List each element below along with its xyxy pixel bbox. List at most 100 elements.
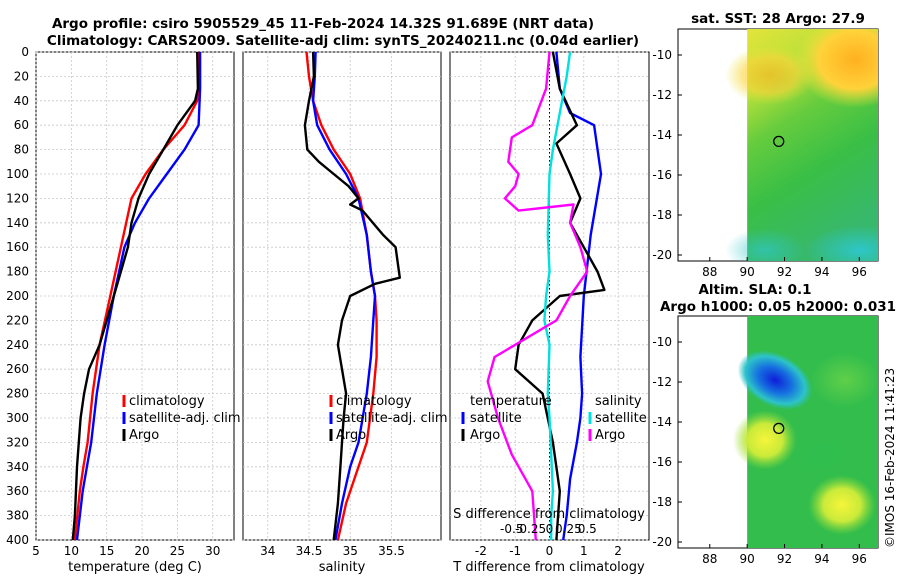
temperature-lines bbox=[71, 52, 202, 540]
y-tick-label: 260 bbox=[6, 362, 29, 376]
x-tick-label: 34.5 bbox=[296, 544, 323, 558]
salinity-xlabel: salinity bbox=[319, 560, 366, 575]
y-tick-label: 240 bbox=[6, 338, 29, 352]
difference-panel: -2 -1 0 1 2 -0.5-0.25 0 0.250.5 T difference fr… bbox=[449, 51, 650, 575]
legend-argo-label: Argo bbox=[336, 428, 366, 443]
salinity-panel: 34 34.5 35 35.5 salinity climatology satell… bbox=[242, 51, 448, 575]
legend-temp-argo-label: Argo bbox=[470, 428, 500, 443]
y-tick-label: 360 bbox=[6, 484, 29, 498]
legend-sal-satellite-label: satellite bbox=[595, 411, 647, 426]
x-tick-label: 35 bbox=[343, 544, 358, 558]
y-tick-label: 400 bbox=[6, 533, 29, 547]
sla-map-ticks: 88 90 92 94 96 -10 -12 -14 -16 -18 -20 bbox=[652, 335, 867, 566]
y-tick-label: 120 bbox=[6, 191, 29, 205]
difference-legend: temperature salinity satellite Argo sate… bbox=[461, 394, 647, 443]
x-tick-label: 10 bbox=[64, 544, 79, 558]
sla-high-patch bbox=[733, 410, 797, 470]
sst-warm-patch bbox=[795, 29, 878, 108]
top-x-tick-label: 0.25 bbox=[555, 522, 582, 536]
top-x-tick-label: -0.25 bbox=[515, 522, 546, 536]
y-tick-label: 60 bbox=[14, 118, 29, 132]
legend-satellite-label: satellite-adj. clim bbox=[336, 411, 448, 426]
difference-xlabel: T difference from climatology bbox=[452, 560, 645, 575]
map-x-tick-label: 88 bbox=[702, 552, 717, 566]
y-tick-label: 320 bbox=[6, 435, 29, 449]
x-tick-label: 25 bbox=[170, 544, 185, 558]
y-tick-label: 380 bbox=[6, 509, 29, 523]
map-y-tick-label: -12 bbox=[652, 375, 672, 389]
y-tick-label: 0 bbox=[21, 45, 29, 59]
temperature-panel: 0 20 40 60 80 100 120 140 160 180 200 220 240 260 280 3… bbox=[6, 45, 241, 575]
y-tick-label: 40 bbox=[14, 94, 29, 108]
sla-map-field bbox=[733, 316, 878, 548]
sla-green-patch bbox=[810, 352, 878, 408]
x-tick-label: 2 bbox=[614, 544, 622, 558]
sla-map-subtitle: Argo h1000: 0.05 h2000: 0.031 bbox=[660, 299, 896, 315]
x-tick-label: 20 bbox=[134, 544, 149, 558]
map-x-tick-label: 96 bbox=[852, 265, 867, 279]
sla-argo-marker bbox=[773, 422, 785, 435]
difference-lines bbox=[486, 52, 606, 540]
y-tick-label: 140 bbox=[6, 216, 29, 230]
map-y-tick-label: -10 bbox=[652, 48, 672, 62]
difference-grid bbox=[450, 51, 649, 541]
y-tick-label: 200 bbox=[6, 289, 29, 303]
map-y-tick-label: -20 bbox=[652, 248, 672, 262]
y-tick-label: 180 bbox=[6, 265, 29, 279]
map-x-tick-label: 96 bbox=[852, 552, 867, 566]
difference-ticks: -2 -1 0 1 2 -0.5-0.25 0 0.250.5 bbox=[475, 522, 622, 558]
x-tick-label: 1 bbox=[580, 544, 588, 558]
map-x-tick-label: 90 bbox=[740, 552, 755, 566]
x-tick-label: 15 bbox=[99, 544, 114, 558]
map-y-tick-label: -16 bbox=[652, 168, 672, 182]
sst-map-panel: sat. SST: 28 Argo: 27.9 88 90 92 94 96 -10 -12… bbox=[652, 11, 879, 279]
temperature-ticks: 0 20 40 60 80 100 120 140 160 180 200 220 240 260 280 3… bbox=[6, 45, 220, 558]
sla-green-patch-2 bbox=[790, 435, 850, 475]
series-line-salinity-satellite bbox=[543, 52, 572, 540]
legend-temp-satellite-label: satellite bbox=[470, 411, 522, 426]
series-line-argo bbox=[303, 52, 401, 540]
sst-cool-patch bbox=[805, 225, 878, 261]
x-tick-label: 30 bbox=[205, 544, 220, 558]
map-y-tick-label: -20 bbox=[652, 535, 672, 549]
map-x-tick-label: 90 bbox=[740, 265, 755, 279]
temperature-legend: climatology satellite-adj. clim Argo bbox=[122, 394, 241, 443]
map-y-tick-label: -14 bbox=[652, 415, 672, 429]
y-tick-label: 160 bbox=[6, 240, 29, 254]
sla-low-eddy bbox=[737, 350, 813, 410]
top-x-tick-label: -0.5 bbox=[500, 522, 523, 536]
top-x-tick-label: 0 bbox=[546, 522, 554, 536]
series-line-temperature-argo bbox=[514, 52, 606, 540]
legend-satellite-label: satellite-adj. clim bbox=[129, 411, 241, 426]
legend-salinity-title: salinity bbox=[595, 394, 642, 409]
y-tick-label: 300 bbox=[6, 411, 29, 425]
y-tick-label: 220 bbox=[6, 313, 29, 327]
salinity-legend: climatology satellite-adj. clim Argo bbox=[329, 394, 448, 443]
map-y-tick-label: -14 bbox=[652, 128, 672, 142]
sst-map-title: sat. SST: 28 Argo: 27.9 bbox=[691, 11, 865, 27]
x-tick-label: 35.5 bbox=[378, 544, 405, 558]
sst-argo-marker bbox=[773, 135, 785, 148]
temperature-grid bbox=[35, 51, 234, 541]
figure-title-line2: Climatology: CARS2009. Satellite-adj cli… bbox=[47, 33, 639, 49]
series-line-argo bbox=[71, 52, 200, 540]
y-tick-label: 340 bbox=[6, 460, 29, 474]
map-x-tick-label: 88 bbox=[702, 265, 717, 279]
legend-climatology-label: climatology bbox=[129, 394, 205, 409]
series-line-climatology bbox=[73, 52, 200, 540]
top-x-tick-label: 0.5 bbox=[578, 522, 597, 536]
legend-climatology-label: climatology bbox=[336, 394, 412, 409]
sst-map-field bbox=[725, 29, 878, 261]
figure-title-line1: Argo profile: csiro 5905529_45 11-Feb-20… bbox=[52, 16, 594, 32]
x-tick-label: 34 bbox=[260, 544, 275, 558]
legend-sal-argo-label: Argo bbox=[595, 428, 625, 443]
sla-map-title: Altim. SLA: 0.1 bbox=[698, 282, 811, 298]
y-tick-label: 20 bbox=[14, 69, 29, 83]
sla-map-panel: Altim. SLA: 0.1 Argo h1000: 0.05 h2000: … bbox=[652, 282, 896, 566]
map-y-tick-label: -18 bbox=[652, 208, 672, 222]
x-tick-label: -1 bbox=[509, 544, 521, 558]
series-line-satellite-adj-clim bbox=[75, 52, 202, 540]
sst-warm-patch-2 bbox=[725, 45, 815, 105]
salinity-lines bbox=[303, 52, 401, 540]
